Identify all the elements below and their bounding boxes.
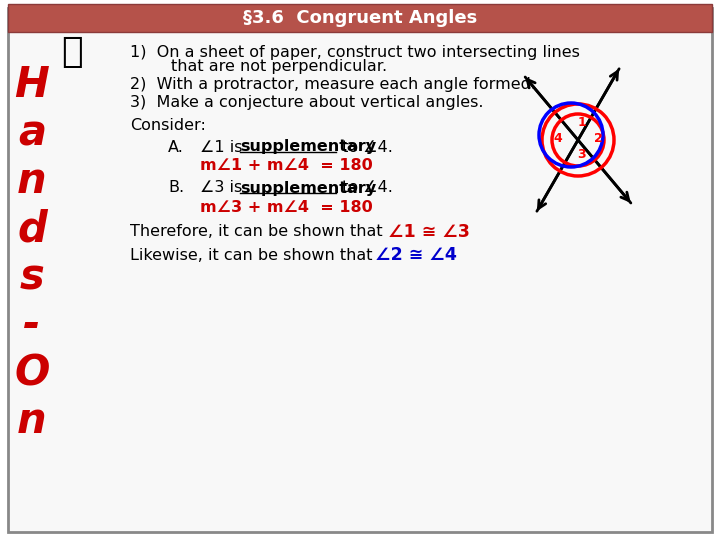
Text: supplementary: supplementary bbox=[240, 139, 376, 154]
Text: 2: 2 bbox=[593, 132, 603, 145]
Text: to ∠4.: to ∠4. bbox=[337, 139, 393, 154]
Text: m∠3 + m∠4  = 180: m∠3 + m∠4 = 180 bbox=[200, 199, 373, 214]
Text: s: s bbox=[19, 256, 45, 298]
Text: n: n bbox=[17, 400, 47, 442]
Text: ∠1 is: ∠1 is bbox=[200, 139, 248, 154]
Text: ⏰: ⏰ bbox=[61, 35, 83, 69]
FancyBboxPatch shape bbox=[8, 8, 712, 532]
Text: to ∠4.: to ∠4. bbox=[337, 180, 393, 195]
Text: a: a bbox=[18, 112, 46, 154]
Text: -: - bbox=[23, 304, 40, 346]
Text: m∠1 + m∠4  = 180: m∠1 + m∠4 = 180 bbox=[200, 159, 373, 173]
Text: A.: A. bbox=[168, 139, 184, 154]
Text: 1)  On a sheet of paper, construct two intersecting lines: 1) On a sheet of paper, construct two in… bbox=[130, 44, 580, 59]
Text: 3: 3 bbox=[577, 148, 585, 161]
Text: 3)  Make a conjecture about vertical angles.: 3) Make a conjecture about vertical angl… bbox=[130, 94, 484, 110]
Text: Likewise, it can be shown that: Likewise, it can be shown that bbox=[130, 247, 377, 262]
FancyBboxPatch shape bbox=[8, 4, 712, 32]
Text: ∠3 is: ∠3 is bbox=[200, 180, 248, 195]
Text: 4: 4 bbox=[554, 132, 562, 145]
Text: H: H bbox=[14, 64, 50, 106]
Text: B.: B. bbox=[168, 180, 184, 195]
Text: O: O bbox=[14, 352, 50, 394]
Text: Consider:: Consider: bbox=[130, 118, 206, 132]
Text: 2)  With a protractor, measure each angle formed.: 2) With a protractor, measure each angle… bbox=[130, 78, 536, 92]
Text: ∠1 ≅ ∠3: ∠1 ≅ ∠3 bbox=[388, 223, 470, 241]
Text: n: n bbox=[17, 160, 47, 202]
Text: that are not perpendicular.: that are not perpendicular. bbox=[130, 59, 387, 75]
Text: supplementary: supplementary bbox=[240, 180, 376, 195]
Text: ∠2 ≅ ∠4: ∠2 ≅ ∠4 bbox=[375, 246, 457, 264]
Text: 1: 1 bbox=[577, 117, 586, 130]
Text: Therefore, it can be shown that: Therefore, it can be shown that bbox=[130, 225, 388, 240]
Text: d: d bbox=[17, 208, 47, 250]
Text: §3.6  Congruent Angles: §3.6 Congruent Angles bbox=[243, 9, 477, 27]
